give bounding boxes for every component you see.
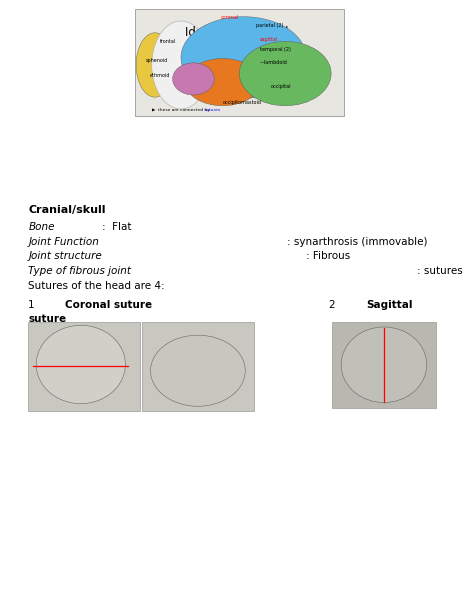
Text: —lambdoid: —lambdoid	[260, 60, 288, 66]
Ellipse shape	[341, 327, 427, 403]
Text: coronal: coronal	[220, 15, 239, 20]
Ellipse shape	[136, 32, 173, 97]
Ellipse shape	[185, 59, 260, 106]
Text: sutures: sutures	[205, 108, 221, 112]
Text: suture: suture	[28, 314, 66, 324]
Ellipse shape	[173, 63, 214, 95]
Text: : sutures: : sutures	[417, 266, 463, 276]
Text: ▶  these are connected by: ▶ these are connected by	[152, 108, 211, 112]
Text: Coronal suture: Coronal suture	[65, 300, 153, 310]
Text: Joint Function: Joint Function	[28, 237, 100, 246]
Ellipse shape	[151, 335, 245, 406]
Text: : Fibrous: : Fibrous	[306, 251, 350, 261]
Ellipse shape	[181, 17, 306, 98]
Text: 2: 2	[329, 300, 339, 310]
Text: occipitomastoid: occipitomastoid	[223, 100, 262, 105]
Ellipse shape	[152, 21, 210, 109]
Ellipse shape	[36, 326, 125, 403]
Text: Sutures of the head are 4:: Sutures of the head are 4:	[28, 281, 165, 291]
Text: 1: 1	[28, 300, 38, 310]
FancyBboxPatch shape	[332, 322, 436, 408]
Text: Joint structure: Joint structure	[28, 251, 102, 261]
FancyBboxPatch shape	[28, 322, 140, 411]
Text: ethmoid: ethmoid	[150, 73, 170, 78]
Text: occipital: occipital	[271, 84, 291, 89]
Text: sphenoid: sphenoid	[146, 58, 168, 63]
Text: temporal (2): temporal (2)	[260, 47, 291, 53]
Text: Type of fibrous joint: Type of fibrous joint	[28, 266, 131, 276]
Text: frontal: frontal	[160, 39, 176, 44]
Text: : synarthrosis (immovable): : synarthrosis (immovable)	[287, 237, 428, 246]
Text: sagittal: sagittal	[260, 37, 278, 42]
FancyBboxPatch shape	[142, 322, 254, 411]
Text: Bone: Bone	[28, 222, 55, 232]
Text: Identify on model: Identify on model	[185, 26, 289, 39]
Text: Sagittal: Sagittal	[366, 300, 413, 310]
Text: parietal (2): parietal (2)	[256, 23, 283, 28]
Text: Cranial/skull: Cranial/skull	[28, 205, 106, 215]
Text: :  Flat: : Flat	[102, 222, 132, 232]
Ellipse shape	[239, 41, 331, 105]
FancyBboxPatch shape	[135, 9, 344, 116]
